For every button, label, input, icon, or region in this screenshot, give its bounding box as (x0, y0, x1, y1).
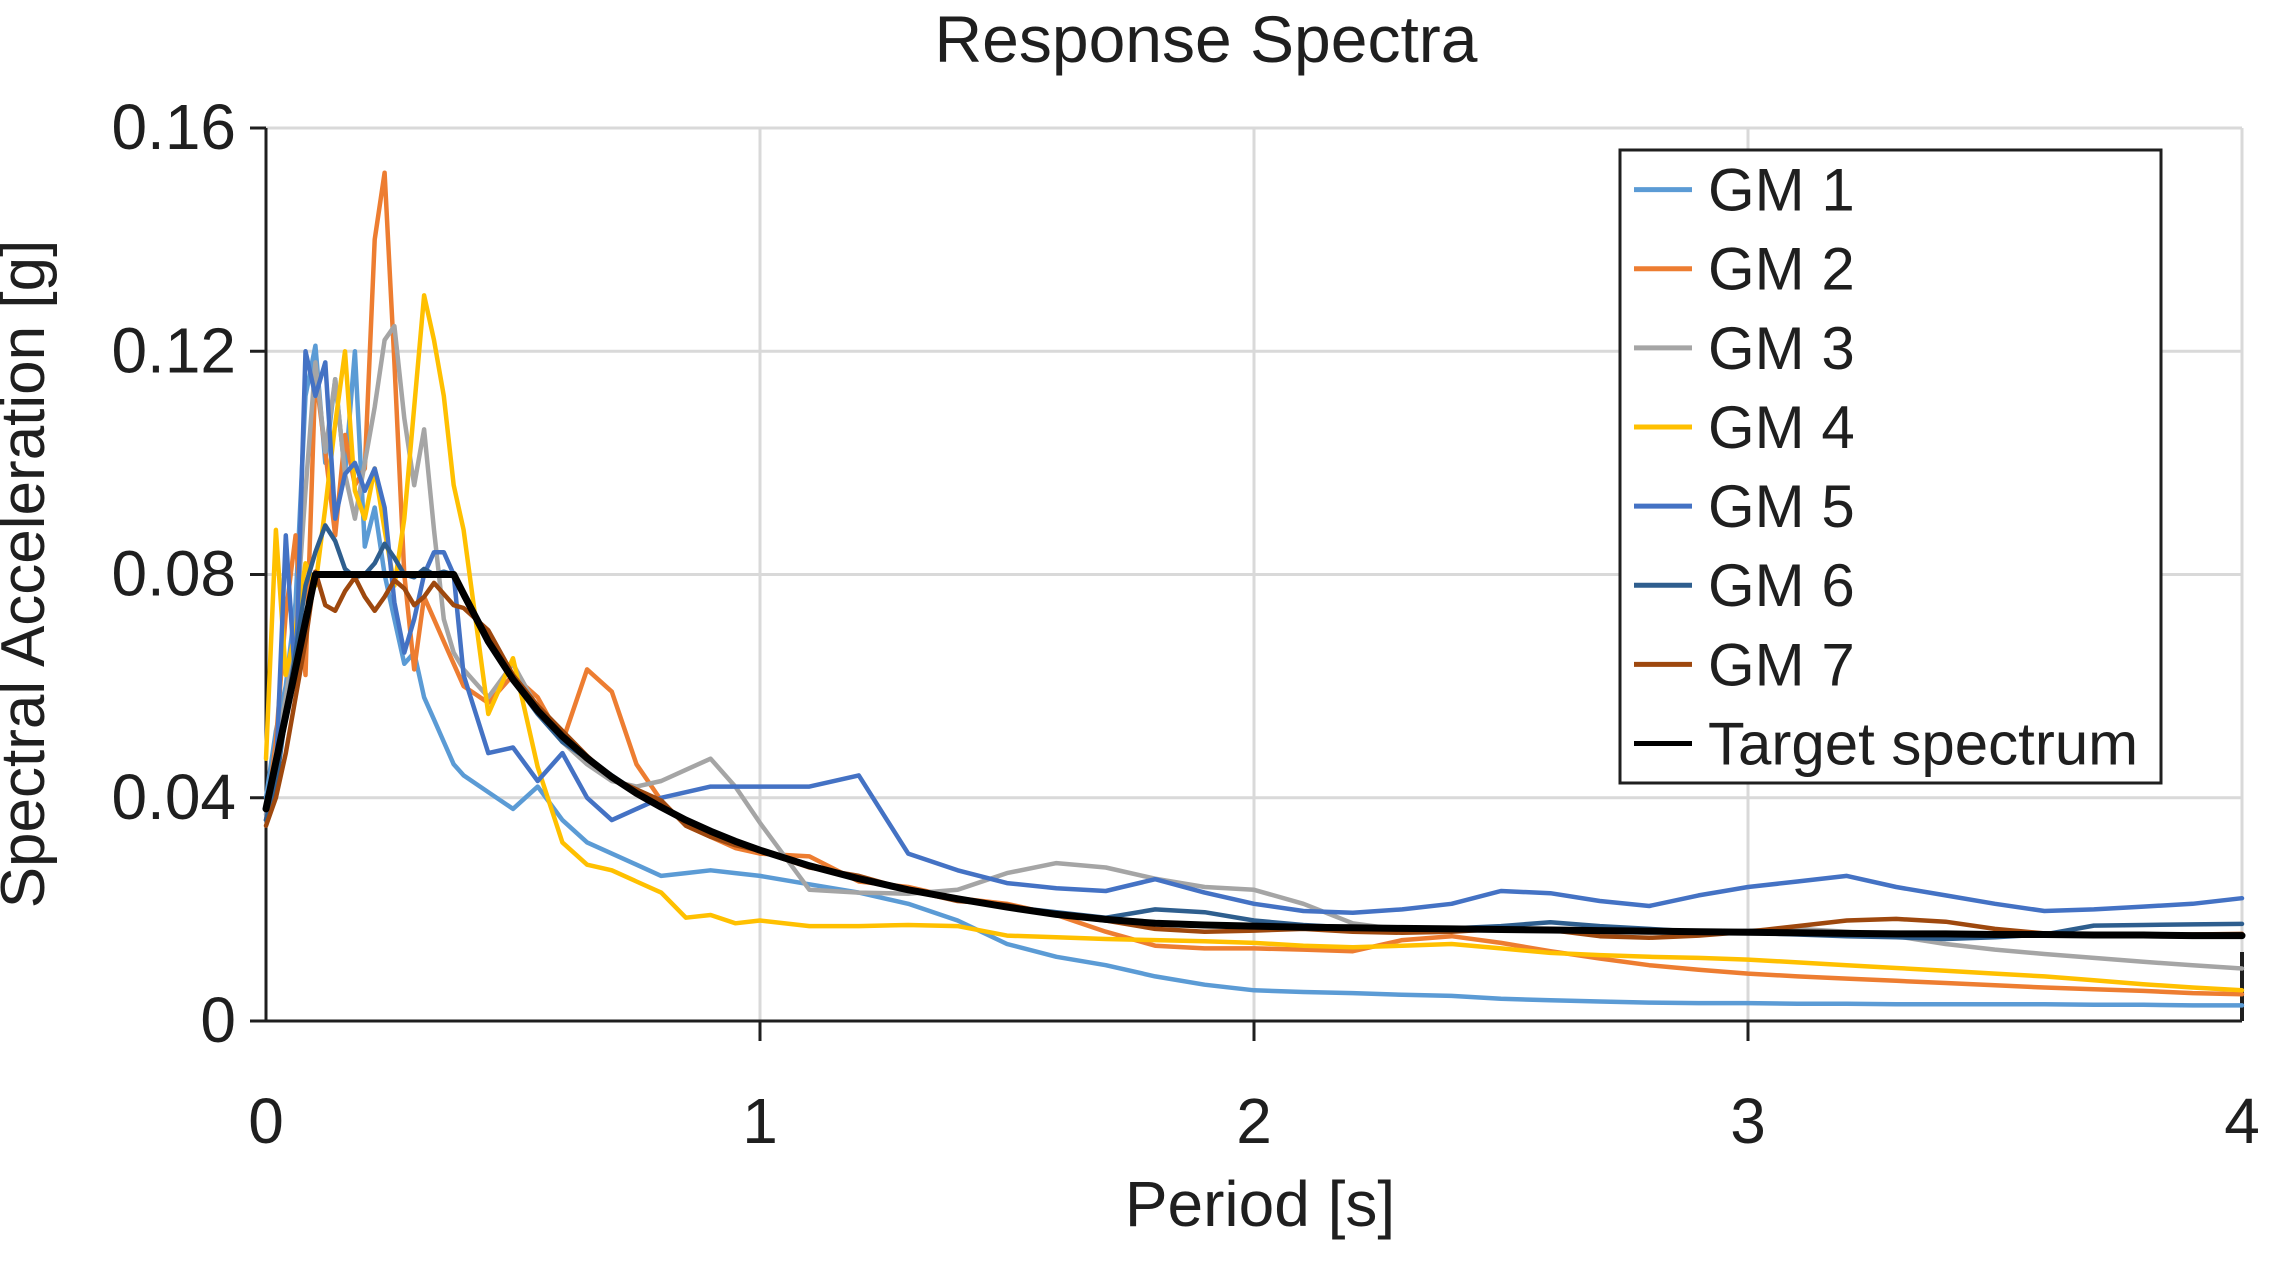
series-line-gm-4 (263, 293, 2245, 993)
legend-label: GM 4 (1708, 394, 1855, 461)
series-layer (262, 170, 2246, 1008)
legend-item: Target spectrum (1634, 710, 2138, 777)
y-tick-label: 0.08 (111, 538, 236, 610)
legend-label: GM 3 (1708, 315, 1855, 382)
series-line-target-spectrum (262, 571, 2246, 940)
y-tick-label: 0.16 (111, 91, 236, 163)
legend-item: GM 2 (1634, 236, 1855, 303)
legend-label: GM 6 (1708, 552, 1855, 619)
legend-item: GM 6 (1634, 552, 1855, 619)
legend-label: GM 7 (1708, 631, 1855, 698)
x-tick-label: 2 (1236, 1085, 1272, 1157)
x-axis-title: Period [s] (1125, 1168, 1395, 1240)
x-tick-label: 0 (248, 1085, 284, 1157)
legend: GM 1 GM 2 GM 3 GM 4 GM 5 GM 6 GM 7 Target spect… (1618, 148, 2163, 785)
legend-label: Target spectrum (1708, 710, 2138, 777)
legend-label: GM 5 (1708, 473, 1855, 540)
y-tick-label: 0.12 (111, 314, 236, 386)
legend-item: GM 5 (1634, 473, 1855, 540)
legend-item: GM 4 (1634, 394, 1855, 461)
x-tick-label: 4 (2224, 1085, 2260, 1157)
series-line-gm-5 (263, 349, 2245, 915)
series-line-gm-1 (263, 343, 2245, 1008)
x-tick-label: 1 (742, 1085, 778, 1157)
x-tick-label: 3 (1730, 1085, 1766, 1157)
series-line-gm-2 (263, 170, 2245, 997)
legend-box (1618, 148, 2163, 785)
legend-label: GM 1 (1708, 157, 1855, 224)
legend-item: GM 1 (1634, 157, 1855, 224)
legend-label: GM 2 (1708, 236, 1855, 303)
y-tick-label: 0.04 (111, 761, 236, 833)
legend-item: GM 3 (1634, 315, 1855, 382)
y-axis-title: Spectral Acceleration [g] (0, 240, 58, 909)
axis-layer: 0 0.04 0.08 0.12 0.16 0 1 2 3 4 (111, 91, 2259, 1157)
legend-item: GM 7 (1634, 631, 1855, 698)
y-tick-label: 0 (200, 984, 236, 1056)
chart-title: Response Spectra (935, 2, 1478, 76)
